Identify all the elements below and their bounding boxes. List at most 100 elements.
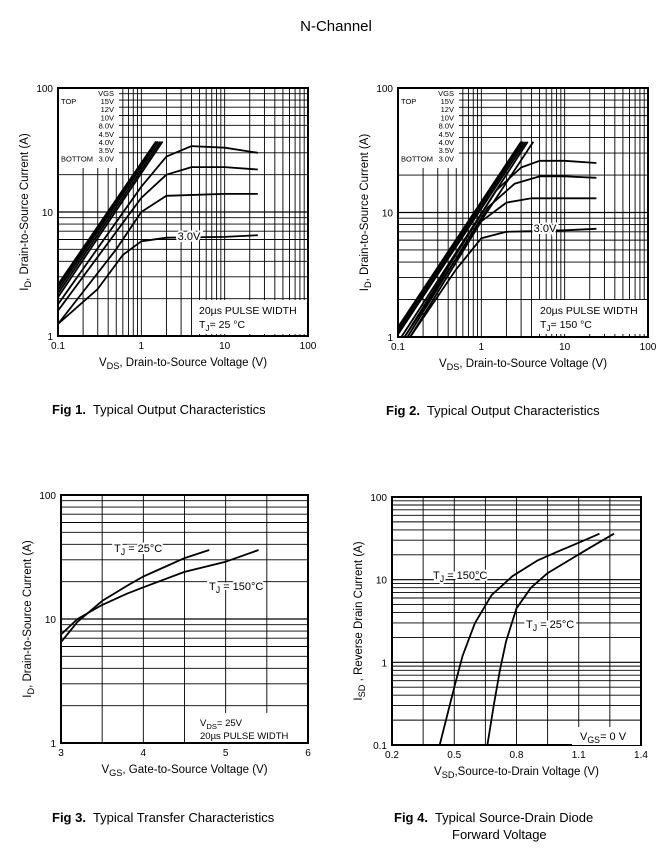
fig3-series-label-150c: TJ = 150°C (209, 581, 263, 595)
fig2-y-tick-label: 1 (387, 333, 393, 344)
fig1-x-axis-label-sub: DS (107, 361, 120, 371)
fig3-series-label-25c: TJ = 25°C (114, 543, 162, 557)
fig2-x-tick-label: 1 (479, 342, 485, 353)
fig1-legend-entry: 3.0V (99, 154, 114, 163)
fig3-series-line (60, 549, 210, 643)
fig1-x-axis-label: VDS, Drain-to-Source Voltage (V) (99, 357, 267, 371)
fig1-x-tick-label: 0.1 (51, 341, 65, 352)
fig2-y-axis-label: ID, Drain-to-Source Current (A) (359, 134, 373, 292)
fig2-temperature-note: TJ= 150 °C (540, 319, 592, 333)
fig3-pulse-width-note: 20µs PULSE WIDTH (200, 731, 288, 742)
fig2-series-line (397, 141, 522, 328)
fig2-series-line (397, 141, 527, 335)
fig4-grid (392, 497, 641, 745)
fig1-pulse-width-note: 20µs PULSE WIDTH (199, 305, 297, 317)
fig2-series-line (409, 227, 597, 338)
fig4-x-axis-label-rest: ,Source-to-Drain Voltage (V) (454, 766, 599, 778)
fig1-caption-num: Fig 1. (52, 402, 86, 417)
fig2-y-axis-label-main: I (359, 288, 371, 291)
fig1-series-line (57, 166, 258, 312)
fig2-series-line (397, 141, 525, 333)
fig3-y-axis-label-main: I (22, 695, 34, 698)
fig2-legend-entry: 3.5V (439, 146, 454, 155)
fig2-temperature-note-rest: = 150 °C (551, 319, 593, 331)
fig1-y-tick-label: 10 (42, 208, 54, 219)
fig4-series-label-25c-sub: J (533, 623, 537, 633)
fig4-y-tick-label: 0.1 (373, 741, 387, 752)
fig2-caption-text: Typical Output Characteristics (426, 403, 600, 418)
fig2-pulse-width-note: 20µs PULSE WIDTH (540, 305, 638, 317)
fig3-vds-note-main: V (200, 718, 207, 729)
fig1-legend-entry: 8.0V (99, 122, 114, 131)
fig4-chart: 0.2 0.5 0.8 1.1 1.40.1110100VSD,Source-to-Dr… (353, 493, 648, 780)
fig1-legend-header: VGS (98, 89, 114, 98)
fig2-legend-entry: 15V (441, 97, 454, 106)
fig2-legend-header: VGS (438, 89, 454, 98)
fig3-x-tick-label: 3 (58, 748, 64, 759)
fig2-legend-top: TOP (401, 97, 416, 106)
fig2-x-axis-label-sub: DS (447, 362, 460, 372)
fig4-x-tick-label: 0.5 (447, 750, 461, 761)
fig4-caption-line2: Forward Voltage (452, 827, 547, 842)
fig3-series-label-150c-main: T (209, 581, 216, 593)
fig1-y-axis-label: ID, Drain-to-Source Current (A) (19, 133, 33, 291)
fig1-series-line (57, 234, 258, 325)
fig4-series-line (486, 532, 615, 746)
fig3-x-axis-label-sub: GS (109, 768, 122, 778)
fig2-annotation-bg (537, 300, 647, 334)
fig3-x-tick-label: 4 (141, 748, 147, 759)
fig1-temperature-note-rest: = 25 °C (210, 319, 246, 331)
fig1-legend-entry: 12V (101, 105, 114, 114)
fig2-legend-bg (399, 89, 459, 168)
fig3-vds-note-sub: DS (206, 722, 217, 731)
fig3-caption-text: Typical Transfer Characteristics (92, 810, 275, 825)
fig1-y-tick-label: 100 (36, 84, 53, 95)
fig2-legend-bottom: BOTTOM (401, 154, 433, 163)
fig1-legend-entry: 4.5V (99, 130, 114, 139)
fig2-legend-entry: 12V (441, 105, 454, 114)
fig1-legend-entry: 3.5V (99, 146, 114, 155)
fig3-caption-num: Fig 3. (52, 810, 86, 825)
fig1-x-axis-label-rest: , Drain-to-Source Voltage (V) (119, 357, 267, 369)
fig3-y-axis-label: ID, Drain-to-Source Current (A) (22, 540, 36, 698)
fig1-caption-text: Typical Output Characteristics (92, 402, 266, 417)
fig1-legend-entry: 15V (101, 97, 114, 106)
fig4-y-tick-label: 10 (376, 576, 388, 587)
fig1-curve-label-3v: 3.0V (178, 231, 201, 243)
fig2-x-axis-label-rest: , Drain-to-Source Voltage (V) (459, 358, 607, 370)
fig1-legend-bottom: BOTTOM (61, 154, 93, 163)
fig1-legend-bg (59, 89, 119, 168)
fig4-x-axis-label: VSD,Source-to-Drain Voltage (V) (434, 766, 599, 780)
fig4-y-tick-label: 1 (381, 658, 387, 669)
fig1-annotation-bg (196, 300, 306, 334)
fig1-x-axis-label-main: V (99, 357, 107, 369)
fig4-x-tick-label: 1.4 (634, 750, 648, 761)
fig4-caption-num: Fig 4. (394, 810, 428, 825)
fig1-y-axis-label-main: I (19, 288, 31, 291)
fig3-y-axis-label-sub: D (26, 688, 36, 695)
fig4-series-label-150c: TJ = 150°C (433, 570, 487, 584)
fig3-vds-note-rest: = 25V (217, 718, 243, 729)
fig1-temperature-note: TJ= 25 °C (199, 319, 245, 333)
fig2-series-line (406, 175, 597, 338)
fig4-series-label-150c-sub: J (440, 574, 444, 584)
fig4-y-axis-label-sub: SD (357, 684, 367, 697)
fig2-curve-label-3v: 3.0V (534, 223, 557, 235)
fig3-frame (60, 494, 309, 744)
fig1-y-axis-label-rest: , Drain-to-Source Current (A) (19, 133, 31, 281)
page-title: N-Channel (300, 18, 372, 35)
fig1-temperature-note-main: T (199, 319, 206, 331)
fig3-series-label-150c-sub: J (216, 585, 220, 595)
fig1-chart: VGS15V12V10V8.0V4.5V4.0V3.5V3.0VTOPBOTTO… (19, 84, 317, 371)
fig3-annotation-bg (197, 713, 307, 742)
fig2-x-axis-label-main: V (439, 358, 447, 370)
fig4-y-axis-label: ISD , Reverse Drain Current (A) (353, 541, 367, 700)
fig1-y-axis-label-sub: D (23, 281, 33, 288)
fig1-legend-entry: 4.0V (99, 138, 114, 147)
fig4-x-tick-label: 0.8 (510, 750, 524, 761)
fig3-vds-note: VDS= 25V (200, 718, 243, 731)
fig1-y-tick-label: 1 (47, 332, 53, 343)
fig3-x-tick-label: 6 (305, 748, 311, 759)
